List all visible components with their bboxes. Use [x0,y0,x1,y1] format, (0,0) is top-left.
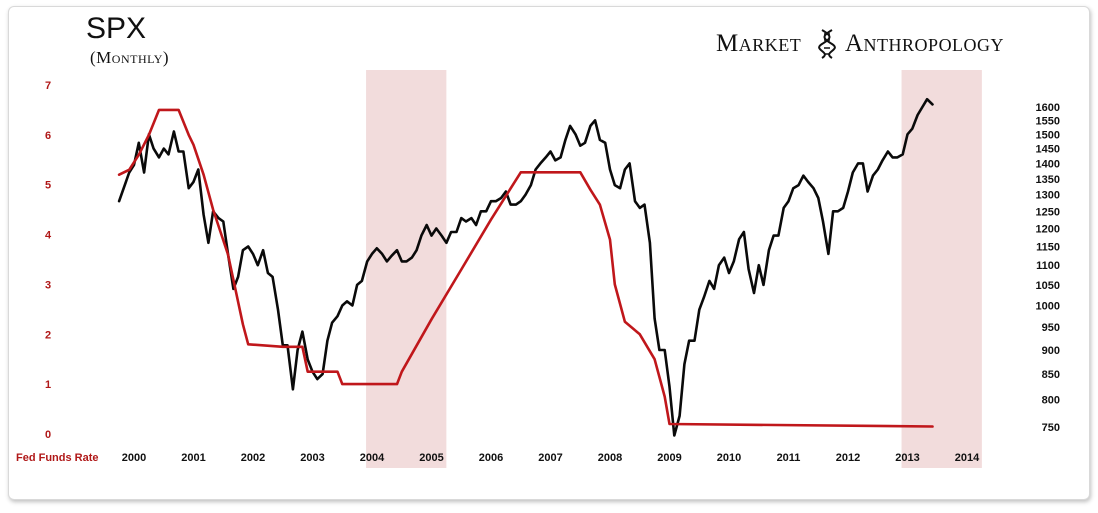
right-tick-label: 1250 [1036,206,1060,218]
right-axis-ticks: 750 800 850 900 950 1000 1050 1100 1150 1200 1250 1… [1036,102,1060,434]
left-tick-label: 7 [45,80,51,92]
x-axis-label: Fed Funds Rate [16,452,99,464]
brand-name-left: Market [716,30,802,57]
x-tick-label: 2001 [181,452,205,464]
shaded-period-1 [901,70,982,468]
left-tick-label: 6 [45,130,51,142]
left-tick-label: 5 [45,180,51,192]
right-tick-label: 1050 [1036,280,1060,292]
left-tick-label: 4 [45,230,52,242]
x-tick-label: 2009 [657,452,681,464]
right-tick-label: 1000 [1036,301,1060,313]
right-tick-label: 1600 [1036,102,1060,114]
left-tick-label: 0 [45,429,51,441]
brand-name-right: Anthropology [845,30,1005,57]
x-tick-label: 2007 [538,452,562,464]
left-tick-label: 1 [45,379,51,391]
x-tick-label: 2014 [955,452,980,464]
left-axis-ticks: 0 1 2 3 4 5 6 7 [45,80,52,441]
right-tick-label: 1400 [1036,158,1060,170]
right-tick-label: 1550 [1036,115,1060,127]
x-tick-label: 2011 [777,452,801,464]
right-tick-label: 750 [1042,422,1060,434]
x-tick-label: 2002 [241,452,265,464]
x-axis-ticks: 2000 2001 2002 2003 2004 2005 2006 2007 2008 2009… [122,452,980,464]
dna-helix-icon [818,29,836,59]
right-tick-label: 1150 [1036,241,1060,253]
left-tick-label: 3 [45,279,51,291]
right-tick-label: 1200 [1036,223,1060,235]
right-tick-label: 800 [1042,395,1060,407]
x-tick-label: 2005 [419,452,443,464]
right-tick-label: 850 [1042,369,1060,381]
right-tick-label: 1100 [1036,260,1060,272]
chart-subtitle: (Monthly) [90,48,170,67]
x-tick-label: 2012 [836,452,860,464]
spx-line [117,97,934,437]
x-tick-label: 2010 [717,452,741,464]
left-tick-label: 2 [45,329,51,341]
x-tick-label: 2006 [479,452,503,464]
fed_funds-line [117,108,934,428]
chart-title: SPX [86,12,147,45]
x-tick-label: 2003 [300,452,324,464]
x-tick-label: 2008 [598,452,622,464]
right-tick-label: 1350 [1036,174,1060,186]
right-tick-label: 900 [1042,345,1060,357]
right-tick-label: 1300 [1036,190,1060,202]
right-tick-label: 1450 [1036,144,1060,156]
shaded-periods [366,70,982,468]
x-tick-label: 2000 [122,452,146,464]
x-tick-label: 2004 [360,452,385,464]
right-tick-label: 950 [1042,322,1060,334]
shaded-period-0 [366,70,447,468]
right-tick-label: 1500 [1036,129,1060,141]
series-lines [117,97,934,437]
x-tick-label: 2013 [895,452,919,464]
